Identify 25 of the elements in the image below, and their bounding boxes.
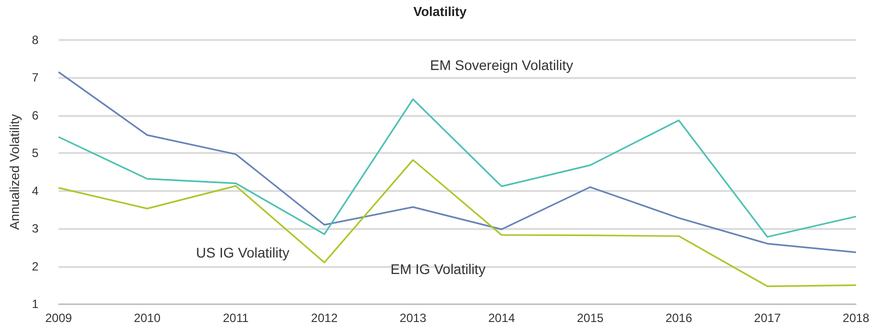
- x-tick-label: 2012: [311, 311, 338, 325]
- y-tick-label: 5: [32, 146, 39, 160]
- y-tick-label: 6: [32, 108, 39, 122]
- y-tick-label: 4: [32, 184, 39, 198]
- line-series: [58, 98, 857, 238]
- text: EM Sovereign Volatility: [430, 57, 574, 74]
- series-label: US IG Volatility: [196, 244, 290, 261]
- y-tick-label: 8: [32, 33, 39, 47]
- y-tick-label: 7: [32, 70, 39, 85]
- x-tick-label: 2015: [576, 311, 604, 325]
- x-tick-label: 2011: [222, 311, 250, 325]
- x-tick-label: 2010: [134, 311, 161, 325]
- text: EM IG Volatility: [390, 261, 486, 278]
- x-tick-label: 2014: [488, 311, 516, 325]
- y-tick-label: 2: [32, 259, 39, 274]
- line-series: [58, 159, 857, 288]
- x-tick-label: 2017: [754, 311, 782, 325]
- x-tick-label: 2018: [842, 311, 870, 325]
- y-axis-title: Annualized Volatility: [7, 114, 22, 230]
- chart-title: Volatility: [413, 4, 468, 19]
- x-tick-label: 2009: [45, 311, 72, 325]
- y-tick-label: 3: [32, 222, 39, 236]
- y-tick-label: 1: [32, 297, 39, 311]
- x-tick-label: 2016: [665, 311, 692, 325]
- x-tick-label: 2013: [400, 311, 427, 325]
